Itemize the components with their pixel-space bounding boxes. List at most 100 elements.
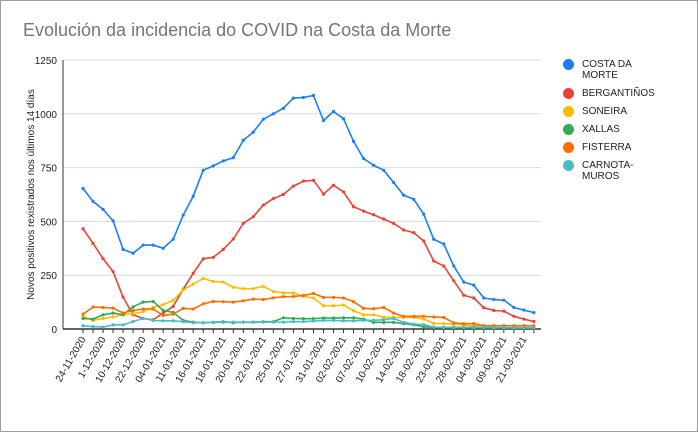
data-point: [341, 319, 346, 323]
data-point: [231, 156, 235, 160]
data-point: [91, 325, 95, 329]
data-point: [101, 316, 105, 321]
data-point: [141, 307, 145, 311]
data-point: [281, 320, 285, 324]
data-point: [201, 321, 205, 325]
data-point: [361, 306, 366, 310]
data-point: [382, 168, 386, 172]
data-point: [191, 271, 195, 275]
data-point: [311, 93, 316, 98]
data-point: [502, 309, 506, 313]
data-point: [141, 316, 145, 321]
data-point: [311, 317, 316, 321]
legend-label: XALLAS: [582, 124, 620, 135]
legend-item: SONEIRA: [563, 106, 693, 117]
data-point: [382, 217, 386, 221]
data-point: [191, 307, 195, 311]
legend-marker-icon: [563, 142, 574, 153]
data-point: [442, 325, 446, 329]
data-point: [462, 280, 466, 284]
data-point: [101, 257, 105, 261]
data-point: [251, 130, 255, 134]
data-point: [171, 237, 175, 241]
data-point: [271, 296, 275, 300]
data-point: [311, 178, 316, 182]
data-point: [291, 316, 296, 321]
data-point: [412, 322, 416, 326]
data-point: [91, 241, 95, 245]
data-point: [291, 184, 296, 188]
data-point: [91, 305, 95, 309]
data-point: [422, 323, 426, 327]
data-point: [301, 95, 306, 100]
data-point: [382, 320, 386, 324]
data-point: [492, 308, 496, 313]
data-point: [171, 304, 175, 309]
data-point: [402, 320, 406, 324]
data-point: [241, 221, 245, 225]
data-point: [291, 96, 296, 100]
data-point: [301, 293, 306, 298]
data-point: [452, 325, 456, 329]
data-point: [171, 298, 175, 302]
data-point: [301, 317, 306, 321]
data-point: [221, 247, 225, 251]
data-point: [452, 279, 456, 283]
data-point: [351, 316, 356, 320]
chart-title: Evolución da incidencia do COVID na Cost…: [23, 20, 452, 40]
data-point: [151, 243, 155, 247]
data-point: [111, 315, 115, 319]
data-point: [512, 314, 516, 318]
data-point: [251, 286, 255, 291]
data-point: [301, 320, 306, 324]
data-point: [241, 138, 245, 142]
data-point: [532, 311, 536, 315]
data-point: [211, 320, 215, 324]
data-point: [151, 318, 155, 322]
data-point: [281, 316, 285, 320]
data-point: [191, 282, 195, 286]
data-point: [482, 325, 486, 329]
data-point: [281, 192, 285, 197]
data-point: [271, 112, 275, 116]
data-point: [392, 180, 396, 185]
data-point: [111, 219, 115, 223]
data-point: [321, 118, 326, 123]
data-point: [321, 316, 326, 320]
data-point: [472, 325, 476, 329]
data-point: [91, 317, 95, 321]
data-point: [161, 303, 165, 307]
data-point: [121, 247, 125, 251]
legend-marker-icon: [563, 160, 574, 171]
data-point: [251, 215, 255, 219]
data-point: [311, 291, 316, 296]
data-point: [221, 300, 225, 304]
data-point: [181, 213, 185, 217]
legend-label: BERGANTIÑOS: [582, 88, 655, 99]
legend-item: CARNOTA-MUROS: [563, 160, 693, 182]
data-point: [442, 264, 446, 268]
data-point: [211, 279, 215, 284]
data-point: [331, 318, 336, 322]
data-point: [141, 243, 145, 247]
data-point: [241, 299, 245, 303]
data-point: [131, 305, 135, 309]
data-point: [361, 318, 366, 322]
data-point: [81, 316, 85, 321]
data-point: [351, 139, 356, 143]
legend-marker-icon: [563, 106, 574, 117]
data-point: [191, 321, 195, 325]
data-point: [432, 315, 436, 319]
y-tick-label: 1000: [35, 110, 58, 121]
y-tick-label: 750: [40, 164, 57, 175]
data-point: [341, 316, 346, 320]
y-axis-title: Novos positivos rexistrados nos últimos …: [26, 89, 37, 300]
data-point: [81, 312, 85, 316]
data-point: [351, 205, 356, 209]
legend-item: XALLAS: [563, 124, 693, 135]
data-point: [392, 311, 396, 315]
data-point: [371, 313, 376, 317]
data-point: [201, 257, 205, 261]
data-point: [432, 259, 436, 263]
